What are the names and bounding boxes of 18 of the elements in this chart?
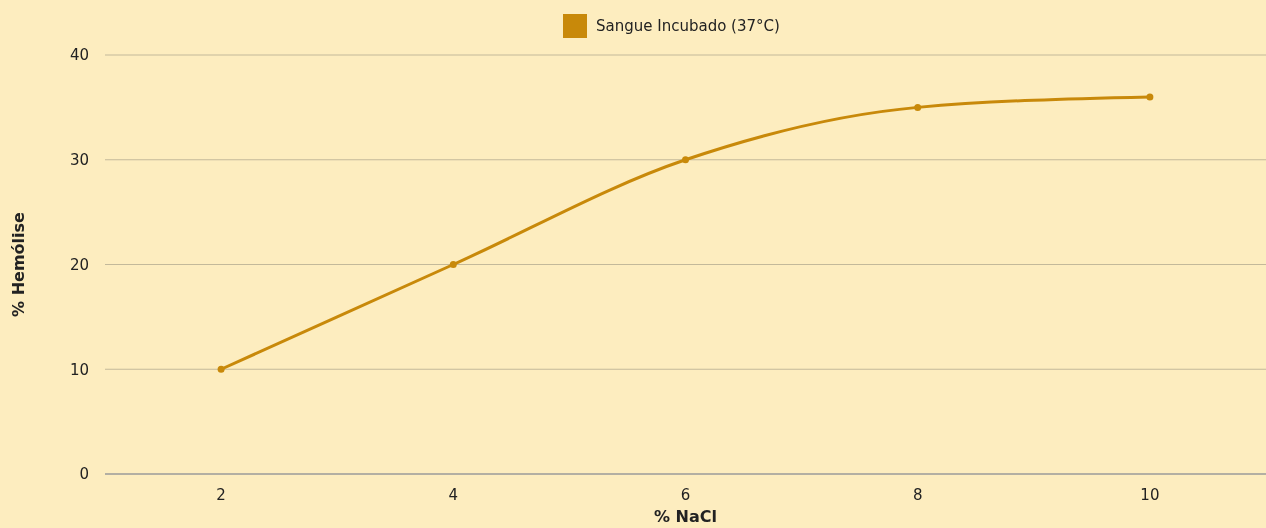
x-tick-label: 8 (912, 486, 923, 504)
y-tick-label: 20 (69, 255, 89, 274)
x-tick-label: 6 (680, 486, 691, 504)
y-tick-label: 0 (79, 465, 89, 484)
point (682, 156, 689, 164)
x-tick-label: 4 (448, 486, 459, 504)
x-tick-label: 10 (1140, 486, 1160, 504)
y-tick-label: 30 (69, 151, 89, 169)
point (449, 261, 457, 268)
legend-label: Sangue Incubado (37°C) (596, 17, 780, 36)
x-axis-title: % NaCl (653, 507, 718, 526)
point (217, 365, 225, 373)
y-axis-title: % Hemólise (9, 211, 28, 317)
y-tick-label: 40 (69, 46, 89, 65)
x-tick-label: 2 (216, 486, 226, 504)
point (1146, 93, 1154, 101)
point (914, 103, 922, 111)
y-tick-label: 10 (69, 360, 89, 379)
